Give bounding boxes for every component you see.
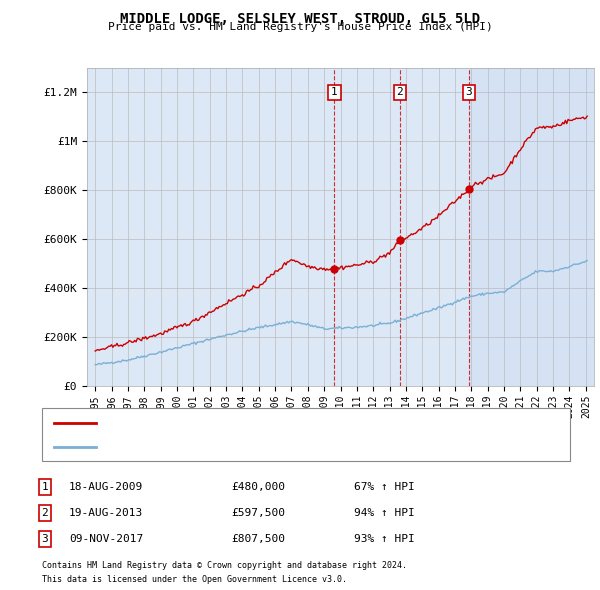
Text: MIDDLE LODGE, SELSLEY WEST, STROUD, GL5 5LD: MIDDLE LODGE, SELSLEY WEST, STROUD, GL5 …: [120, 12, 480, 26]
Text: 67% ↑ HPI: 67% ↑ HPI: [354, 482, 415, 492]
Text: 1: 1: [331, 87, 338, 97]
Text: 09-NOV-2017: 09-NOV-2017: [69, 534, 143, 544]
Text: Contains HM Land Registry data © Crown copyright and database right 2024.: Contains HM Land Registry data © Crown c…: [42, 562, 407, 571]
Text: £807,500: £807,500: [231, 534, 285, 544]
Text: 3: 3: [41, 534, 49, 544]
Text: 3: 3: [466, 87, 472, 97]
Bar: [469, 68, 594, 386]
Text: HPI: Average price, detached house, Stroud: HPI: Average price, detached house, Stro…: [105, 441, 367, 451]
Text: 2: 2: [41, 508, 49, 518]
Text: 2: 2: [397, 87, 403, 97]
Text: 94% ↑ HPI: 94% ↑ HPI: [354, 508, 415, 518]
Text: £480,000: £480,000: [231, 482, 285, 492]
Text: 93% ↑ HPI: 93% ↑ HPI: [354, 534, 415, 544]
Text: £597,500: £597,500: [231, 508, 285, 518]
Text: 18-AUG-2009: 18-AUG-2009: [69, 482, 143, 492]
Text: Price paid vs. HM Land Registry's House Price Index (HPI): Price paid vs. HM Land Registry's House …: [107, 22, 493, 32]
Text: MIDDLE LODGE, SELSLEY WEST, STROUD, GL5 5LD (detached house): MIDDLE LODGE, SELSLEY WEST, STROUD, GL5 …: [105, 418, 480, 428]
Text: This data is licensed under the Open Government Licence v3.0.: This data is licensed under the Open Gov…: [42, 575, 347, 585]
Text: 1: 1: [41, 482, 49, 492]
Text: 19-AUG-2013: 19-AUG-2013: [69, 508, 143, 518]
